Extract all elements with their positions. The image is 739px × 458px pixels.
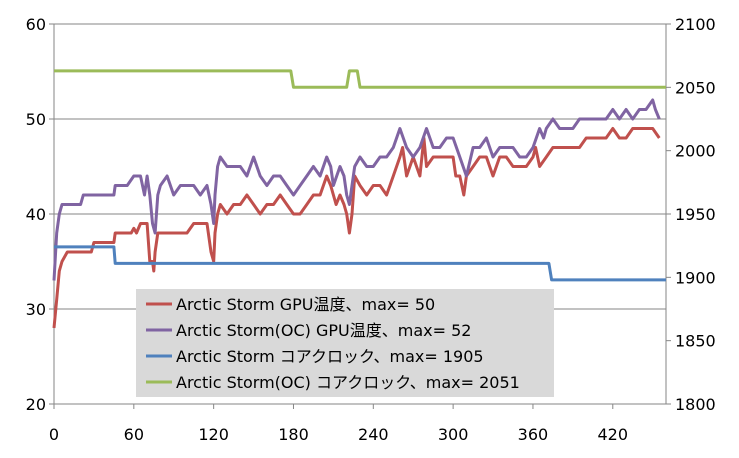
y2-axis-tick-labels: 1800 1850 1900 1950 2000 2050 2100 <box>675 15 716 414</box>
legend-label-4: Arctic Storm(OC) コアクロック、max= 2051 <box>176 373 520 392</box>
series-line-4 <box>54 69 666 89</box>
x-tick-label: 0 <box>49 425 59 444</box>
y-axis-tick-labels: 20 30 40 50 60 <box>26 15 46 414</box>
x-axis-tick-labels: 0 60 120 180 240 300 360 420 <box>49 425 628 444</box>
x-tick-label: 360 <box>518 425 549 444</box>
y-tick-label: 60 <box>26 15 46 34</box>
y-tick-label: 50 <box>26 110 46 129</box>
legend: Arctic Storm GPU温度、max= 50 Arctic Storm(O… <box>136 289 554 397</box>
y2-tick-label: 1950 <box>675 205 716 224</box>
legend-label-3: Arctic Storm コアクロック、max= 1905 <box>176 347 484 366</box>
legend-label-2: Arctic Storm(OC) GPU温度、max= 52 <box>176 321 471 340</box>
y2-tick-label: 2000 <box>675 142 716 161</box>
y2-tick-label: 2100 <box>675 15 716 34</box>
legend-label-1: Arctic Storm GPU温度、max= 50 <box>176 295 435 314</box>
x-tick-label: 120 <box>198 425 229 444</box>
y2-tick-label: 1900 <box>675 268 716 287</box>
series-line-1 <box>52 127 661 329</box>
x-tick-label: 240 <box>358 425 389 444</box>
x-tick-label: 420 <box>598 425 629 444</box>
x-tick-label: 60 <box>124 425 144 444</box>
legend-background <box>136 289 554 397</box>
series-line-3 <box>54 245 666 282</box>
x-tick-label: 180 <box>278 425 309 444</box>
y-tick-label: 40 <box>26 205 46 224</box>
series-line-2 <box>52 98 661 281</box>
y2-tick-label: 2050 <box>675 78 716 97</box>
y2-tick-label: 1850 <box>675 332 716 351</box>
x-tick-label: 300 <box>438 425 469 444</box>
y-tick-label: 20 <box>26 395 46 414</box>
series-lines <box>52 69 666 329</box>
y2-tick-label: 1800 <box>675 395 716 414</box>
y-tick-label: 30 <box>26 300 46 319</box>
